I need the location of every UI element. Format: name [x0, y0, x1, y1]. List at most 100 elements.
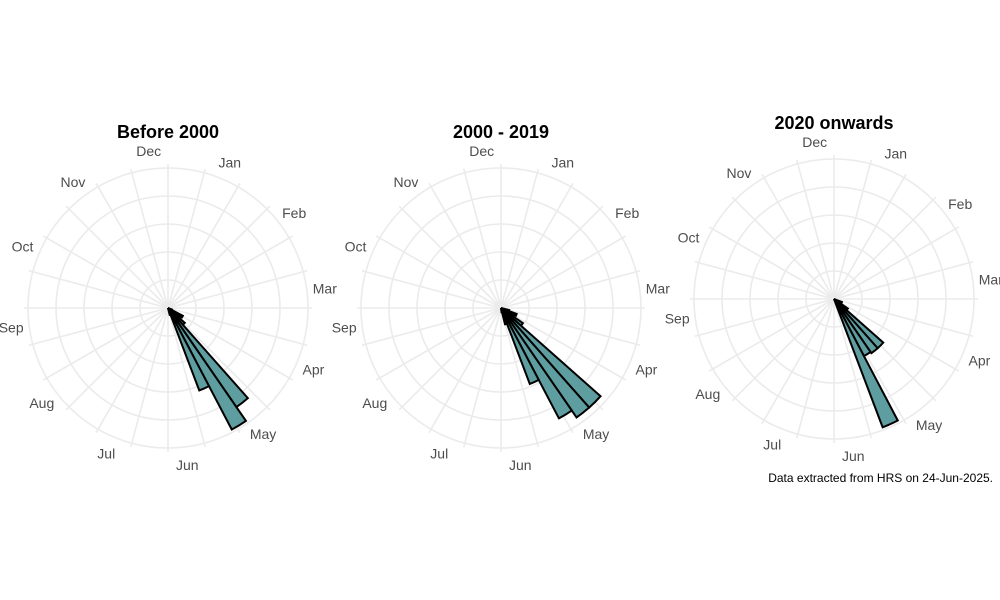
grid-spoke — [694, 260, 835, 300]
month-label: Jun — [509, 457, 532, 473]
grid-spoke — [500, 235, 627, 309]
panel-before-2000: Jan Feb Mar Apr May Jun Jul Aug Sep Oct Nov DecBefo… — [0, 122, 337, 473]
grid-spoke — [500, 168, 540, 309]
grid-spoke — [95, 307, 169, 434]
grid-spoke — [833, 173, 907, 300]
panel-title: Before 2000 — [117, 122, 219, 142]
bar — [833, 298, 900, 429]
month-label: Apr — [969, 353, 991, 369]
month-label: Aug — [29, 395, 54, 411]
month-label: Aug — [695, 386, 720, 402]
month-label: Jan — [551, 155, 574, 171]
grid-spoke — [398, 205, 502, 309]
grid-spoke — [361, 307, 502, 347]
grid-spoke — [500, 307, 627, 381]
grid-spoke — [167, 307, 294, 381]
bar — [167, 307, 248, 431]
month-label: Nov — [726, 165, 751, 181]
grid-spoke — [65, 307, 169, 411]
grid-spoke — [833, 298, 974, 338]
grid-spoke — [500, 307, 540, 448]
month-label: Dec — [802, 134, 827, 150]
month-label: Sep — [332, 319, 357, 335]
month-label: Aug — [362, 395, 387, 411]
grid-spoke — [833, 196, 937, 300]
grid-spoke — [731, 196, 835, 300]
month-label: Oct — [678, 229, 700, 245]
grid-spoke — [398, 307, 502, 411]
panel-title: 2020 onwards — [774, 113, 893, 133]
grid-spoke — [500, 307, 641, 347]
grid-spoke — [167, 307, 207, 448]
month-label: Jun — [842, 448, 865, 464]
month-label: Dec — [136, 143, 161, 159]
grid-spoke — [795, 159, 835, 300]
grid-spoke — [761, 173, 835, 300]
grid-spoke — [28, 269, 169, 309]
month-label: Oct — [12, 238, 34, 254]
grid-spoke — [833, 159, 873, 300]
grid-spoke — [42, 307, 169, 381]
grid-spoke — [833, 298, 960, 372]
month-label: Dec — [469, 143, 494, 159]
panel-2020-onwards: Jan Feb Mar Apr May Jun Jul Aug Sep Oct Nov Dec2020… — [665, 113, 1000, 464]
month-label: Jan — [218, 155, 241, 171]
month-label: Feb — [282, 205, 306, 221]
grid-spoke — [428, 182, 502, 309]
grid-spoke — [95, 182, 169, 309]
grid-spoke — [375, 235, 502, 309]
grid-spoke — [731, 298, 835, 402]
month-label: Feb — [948, 196, 972, 212]
grid-spoke — [833, 260, 974, 300]
month-label: Jun — [176, 457, 199, 473]
month-label: Apr — [636, 362, 658, 378]
panel-2000-2019: Jan Feb Mar Apr May Jun Jul Aug Sep Oct Nov Dec2000… — [332, 122, 670, 473]
month-label: Nov — [393, 174, 418, 190]
grid-spoke — [462, 307, 502, 448]
bar — [500, 307, 504, 314]
grid-spoke — [65, 205, 169, 309]
month-label: Jul — [430, 445, 448, 461]
month-label: Jul — [763, 436, 781, 452]
month-label: Sep — [665, 310, 690, 326]
grid-spoke — [167, 205, 271, 309]
grid-spoke — [361, 269, 502, 309]
grid-spoke — [833, 298, 873, 439]
grid-spoke — [708, 298, 835, 372]
month-label: Mar — [979, 272, 1000, 288]
panel-title: 2000 - 2019 — [453, 122, 549, 142]
grid-spoke — [28, 307, 169, 347]
month-label: Mar — [646, 281, 670, 297]
grid-spoke — [500, 269, 641, 309]
bar — [167, 307, 211, 392]
grid-spoke — [761, 298, 835, 425]
month-label: Oct — [345, 238, 367, 254]
grid-spoke — [167, 269, 308, 309]
bar — [167, 307, 172, 317]
month-label: Apr — [303, 362, 325, 378]
bar — [833, 298, 880, 355]
month-label: Sep — [0, 319, 24, 335]
month-label: Feb — [615, 205, 639, 221]
grid-spoke — [375, 307, 502, 381]
grid-spoke — [428, 307, 502, 434]
grid-spoke — [708, 226, 835, 300]
grid-spoke — [833, 226, 960, 300]
month-label: May — [916, 417, 942, 433]
grid-spoke — [500, 182, 574, 309]
grid-spoke — [462, 168, 502, 309]
month-label: May — [583, 426, 609, 442]
grid-spoke — [500, 205, 604, 309]
month-label: Nov — [60, 174, 85, 190]
bar — [500, 307, 574, 420]
bar — [500, 307, 591, 419]
grid-spoke — [129, 307, 169, 448]
grid-spoke — [795, 298, 835, 439]
grid-spoke — [42, 235, 169, 309]
caption: Data extracted from HRS on 24-Jun-2025. — [768, 471, 993, 485]
month-label: May — [250, 426, 276, 442]
month-label: Mar — [313, 281, 337, 297]
grid-spoke — [694, 298, 835, 338]
grid-spoke — [167, 235, 294, 309]
